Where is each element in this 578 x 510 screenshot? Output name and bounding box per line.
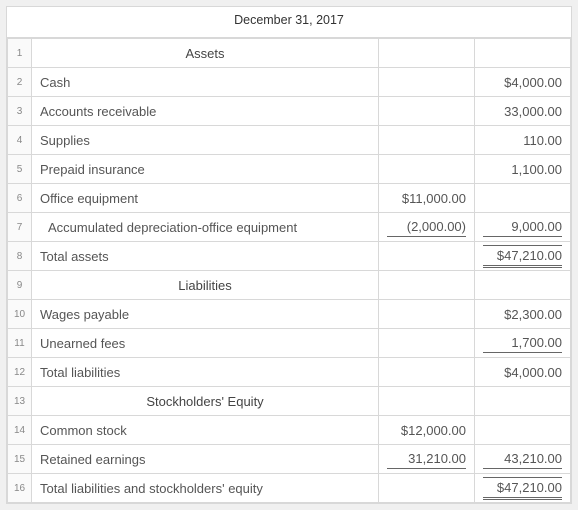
row-number: 6 <box>8 184 32 213</box>
amount-col-1 <box>379 387 475 416</box>
amount-col-2: 110.00 <box>475 126 571 155</box>
section-header: Stockholders' Equity <box>32 387 379 416</box>
account-label: Total liabilities <box>32 358 379 387</box>
row-number: 12 <box>8 358 32 387</box>
amount-col-1 <box>379 329 475 358</box>
row-number: 8 <box>8 242 32 271</box>
amount-col-1 <box>379 97 475 126</box>
sheet-date: December 31, 2017 <box>7 7 571 38</box>
account-label: Unearned fees <box>32 329 379 358</box>
amount-col-2 <box>475 39 571 68</box>
section-header: Assets <box>32 39 379 68</box>
account-label: Common stock <box>32 416 379 445</box>
table-row: 8Total assets $47,210.00 <box>8 242 571 271</box>
amount-col-2: $47,210.00 <box>475 242 571 271</box>
account-label: Total liabilities and stockholders' equi… <box>32 474 379 503</box>
table-row: 1Assets <box>8 39 571 68</box>
amount-col-2: 1,700.00 <box>475 329 571 358</box>
row-number: 3 <box>8 97 32 126</box>
table-row: 10Wages payable $2,300.00 <box>8 300 571 329</box>
row-number: 11 <box>8 329 32 358</box>
row-number: 15 <box>8 445 32 474</box>
table-row: 5Prepaid insurance 1,100.00 <box>8 155 571 184</box>
amount-col-2 <box>475 387 571 416</box>
amount-col-2 <box>475 416 571 445</box>
table-row: 13Stockholders' Equity <box>8 387 571 416</box>
row-number: 5 <box>8 155 32 184</box>
table-row: 14Common stock$12,000.00 <box>8 416 571 445</box>
account-label: Accumulated depreciation-office equipmen… <box>32 213 379 242</box>
table-row: 2Cash $4,000.00 <box>8 68 571 97</box>
row-number: 2 <box>8 68 32 97</box>
row-number: 10 <box>8 300 32 329</box>
row-number: 7 <box>8 213 32 242</box>
table-row: 9Liabilities <box>8 271 571 300</box>
ledger-table: 1Assets2Cash$4,000.003Accounts receivabl… <box>7 38 571 503</box>
table-row: 4Supplies 110.00 <box>8 126 571 155</box>
row-number: 13 <box>8 387 32 416</box>
amount-col-1: 31,210.00 <box>379 445 475 474</box>
balance-sheet: December 31, 2017 1Assets2Cash$4,000.003… <box>6 6 572 504</box>
amount-col-1 <box>379 271 475 300</box>
table-row: 6Office equipment$11,000.00 <box>8 184 571 213</box>
table-row: 11Unearned fees 1,700.00 <box>8 329 571 358</box>
account-label: Accounts receivable <box>32 97 379 126</box>
amount-col-1 <box>379 474 475 503</box>
amount-col-2: $2,300.00 <box>475 300 571 329</box>
amount-col-1 <box>379 300 475 329</box>
table-row: 7Accumulated depreciation-office equipme… <box>8 213 571 242</box>
row-number: 14 <box>8 416 32 445</box>
amount-col-2: $4,000.00 <box>475 358 571 387</box>
amount-col-1 <box>379 155 475 184</box>
section-header: Liabilities <box>32 271 379 300</box>
amount-col-2 <box>475 271 571 300</box>
amount-col-2: 33,000.00 <box>475 97 571 126</box>
row-number: 4 <box>8 126 32 155</box>
amount-col-2: $47,210.00 <box>475 474 571 503</box>
account-label: Retained earnings <box>32 445 379 474</box>
amount-col-1: $11,000.00 <box>379 184 475 213</box>
account-label: Office equipment <box>32 184 379 213</box>
account-label: Supplies <box>32 126 379 155</box>
amount-col-1 <box>379 68 475 97</box>
table-row: 15Retained earnings31,210.0043,210.00 <box>8 445 571 474</box>
amount-col-1 <box>379 126 475 155</box>
table-row: 3Accounts receivable 33,000.00 <box>8 97 571 126</box>
amount-col-1 <box>379 358 475 387</box>
account-label: Wages payable <box>32 300 379 329</box>
amount-col-1: $12,000.00 <box>379 416 475 445</box>
account-label: Total assets <box>32 242 379 271</box>
amount-col-1 <box>379 39 475 68</box>
amount-col-1 <box>379 242 475 271</box>
account-label: Cash <box>32 68 379 97</box>
row-number: 9 <box>8 271 32 300</box>
amount-col-2: $4,000.00 <box>475 68 571 97</box>
row-number: 1 <box>8 39 32 68</box>
row-number: 16 <box>8 474 32 503</box>
amount-col-1: (2,000.00) <box>379 213 475 242</box>
amount-col-2: 43,210.00 <box>475 445 571 474</box>
account-label: Prepaid insurance <box>32 155 379 184</box>
amount-col-2: 9,000.00 <box>475 213 571 242</box>
table-row: 16Total liabilities and stockholders' eq… <box>8 474 571 503</box>
amount-col-2 <box>475 184 571 213</box>
table-row: 12Total liabilities $4,000.00 <box>8 358 571 387</box>
amount-col-2: 1,100.00 <box>475 155 571 184</box>
